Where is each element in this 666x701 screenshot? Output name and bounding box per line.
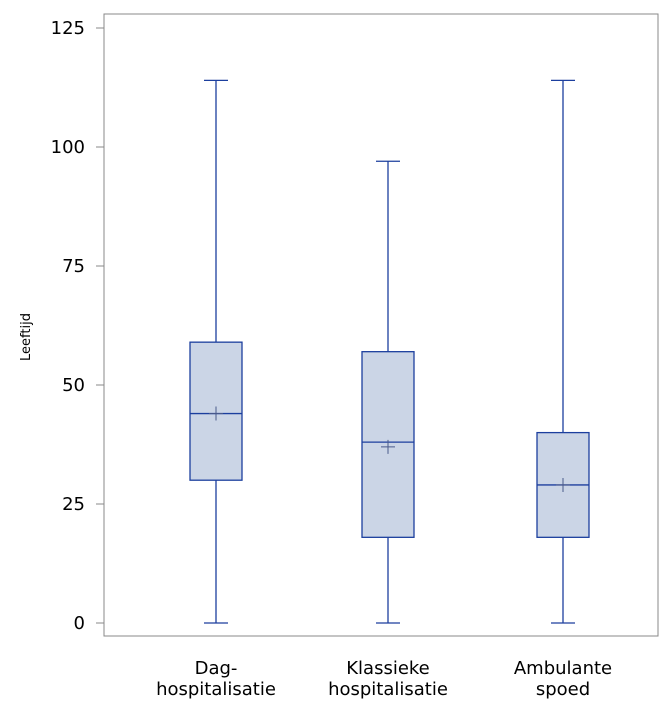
y-tick-label: 100 [51, 137, 85, 158]
category-label: Ambulante spoed [514, 658, 612, 700]
y-tick-label: 0 [74, 613, 85, 634]
category-label-line: hospitalisatie [156, 679, 276, 700]
category-label-line: Ambulante [514, 658, 612, 679]
category-label-line: Dag- [195, 658, 238, 679]
y-tick-label: 50 [62, 375, 85, 396]
y-tick-label: 125 [51, 18, 85, 39]
y-axis-title: Leeftijd [19, 313, 34, 361]
box-group [189, 79, 243, 624]
plot-frame [103, 13, 659, 637]
y-tick-label: 25 [62, 494, 85, 515]
box-group [361, 160, 415, 624]
category-label-line: spoed [536, 679, 590, 700]
y-tick-label: 75 [62, 256, 85, 277]
category-label: Klassieke hospitalisatie [328, 658, 448, 700]
category-label-line: Klassieke [346, 658, 430, 679]
category-label: Dag-hospitalisatie [156, 658, 276, 700]
box-group [536, 79, 590, 624]
category-label-line: hospitalisatie [328, 679, 448, 700]
